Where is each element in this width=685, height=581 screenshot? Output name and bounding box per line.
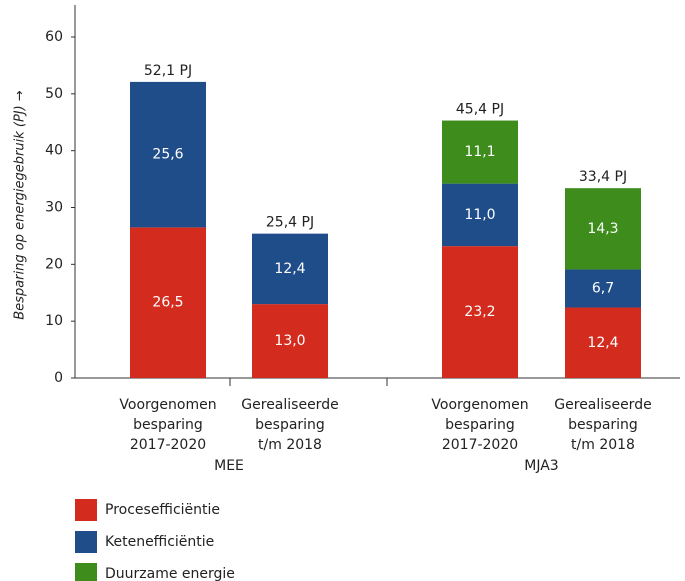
y-tick-label: 40	[45, 143, 63, 159]
x-tick-label: Voorgenomen	[119, 397, 216, 413]
x-tick-label: besparing	[133, 417, 203, 433]
legend-swatch	[75, 499, 97, 521]
total-label: 52,1 PJ	[144, 63, 192, 79]
bar-segment	[565, 188, 641, 270]
x-tick-label: t/m 2018	[571, 437, 635, 453]
total-label: 33,4 PJ	[579, 169, 627, 185]
value-label: 11,0	[464, 207, 495, 223]
bar-segment	[442, 183, 518, 247]
group-label: MEE	[214, 458, 244, 474]
bar-segment	[252, 233, 328, 305]
value-label: 23,2	[464, 304, 495, 320]
x-tick-label: besparing	[445, 417, 515, 433]
x-tick-label: besparing	[255, 417, 325, 433]
legend-label: Procesefficiëntie	[105, 502, 220, 518]
x-tick-label: Gerealiseerde	[241, 397, 338, 413]
x-tick-label: t/m 2018	[258, 437, 322, 453]
group-label: MJA3	[524, 458, 558, 474]
x-tick-label: Voorgenomen	[431, 397, 528, 413]
x-tick-label: 2017-2020	[130, 437, 206, 453]
bar-segment	[252, 304, 328, 378]
value-label: 11,1	[464, 144, 495, 160]
value-label: 14,3	[587, 221, 618, 237]
value-label: 26,5	[152, 295, 183, 311]
bar-segment	[442, 246, 518, 378]
y-tick-label: 50	[45, 86, 63, 102]
value-label: 6,7	[592, 280, 614, 296]
total-label: 45,4 PJ	[456, 102, 504, 118]
x-tick-label: Gerealiseerde	[554, 397, 651, 413]
bar-segment	[442, 120, 518, 184]
bar-segment	[130, 81, 206, 228]
total-label: 25,4 PJ	[266, 215, 314, 231]
x-tick-label: 2017-2020	[442, 437, 518, 453]
legend-swatch	[75, 563, 97, 581]
legend-label: Duurzame energie	[105, 566, 235, 581]
y-axis-label: Besparing op energiegebruik (PJ) →	[13, 90, 28, 320]
value-label: 13,0	[274, 333, 305, 349]
bar-segment	[565, 307, 641, 378]
legend-swatch	[75, 531, 97, 553]
bar-segment	[565, 269, 641, 308]
y-tick-label: 30	[45, 200, 63, 216]
value-label: 12,4	[274, 261, 305, 277]
legend-label: Ketenefficiëntie	[105, 534, 214, 550]
y-tick-label: 60	[45, 29, 63, 45]
bar-segment	[130, 227, 206, 378]
y-tick-label: 10	[45, 313, 63, 329]
value-label: 25,6	[152, 147, 183, 163]
y-tick-label: 20	[45, 256, 63, 272]
y-tick-label: 0	[54, 370, 63, 386]
x-tick-label: besparing	[568, 417, 638, 433]
value-label: 12,4	[587, 335, 618, 351]
